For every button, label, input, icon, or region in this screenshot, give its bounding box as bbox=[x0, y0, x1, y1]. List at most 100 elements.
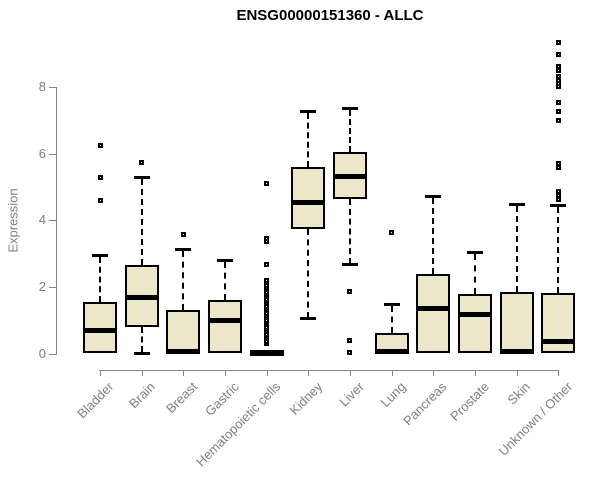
outlier-point-breast bbox=[180, 232, 186, 238]
outlier-point-hematopoietic-cells bbox=[264, 262, 270, 268]
median-line-skin bbox=[499, 349, 534, 355]
median-line-bladder bbox=[83, 328, 117, 334]
y-axis-tick bbox=[49, 353, 56, 355]
x-category-label: Kidney bbox=[286, 379, 325, 418]
box-gastric bbox=[207, 300, 242, 354]
whisker-upper-liver bbox=[348, 109, 351, 153]
x-category-label: Unknown / Other bbox=[495, 379, 575, 459]
whisker-upper-kidney bbox=[307, 112, 310, 168]
median-line-hematopoietic-cells bbox=[249, 350, 284, 355]
whisker-upper-skin bbox=[515, 205, 518, 292]
x-category-label: Skin bbox=[504, 379, 534, 408]
x-axis-tick bbox=[349, 369, 351, 376]
whisker-cap-lower-liver bbox=[341, 263, 358, 267]
outlier-point-unknown-other bbox=[555, 118, 561, 124]
whisker-lower-brain bbox=[140, 326, 143, 353]
box-pancreas bbox=[416, 273, 451, 354]
x-axis-tick bbox=[516, 369, 518, 376]
outlier-point-unknown-other bbox=[555, 196, 561, 202]
outlier-point-unknown-other bbox=[555, 39, 561, 45]
whisker-cap-upper-brain bbox=[133, 176, 150, 180]
outlier-point-unknown-other bbox=[555, 74, 561, 80]
outlier-point-unknown-other bbox=[555, 160, 561, 166]
whisker-upper-bladder bbox=[99, 257, 101, 302]
whisker-cap-upper-pancreas bbox=[425, 194, 442, 198]
median-line-pancreas bbox=[416, 305, 451, 311]
whisker-cap-lower-brain bbox=[133, 351, 150, 355]
box-kidney bbox=[291, 167, 326, 230]
y-tick-label: 4 bbox=[38, 212, 46, 228]
chart-title: ENSG00000151360 - ALLC bbox=[236, 7, 424, 24]
x-axis-tick bbox=[183, 369, 185, 376]
whisker-cap-lower-kidney bbox=[300, 316, 317, 320]
median-line-kidney bbox=[291, 200, 326, 206]
whisker-lower-kidney bbox=[307, 229, 310, 318]
whisker-cap-upper-bladder bbox=[92, 254, 108, 258]
box-prostate bbox=[457, 294, 492, 354]
median-line-lung bbox=[374, 349, 409, 355]
y-axis-tick bbox=[49, 153, 56, 155]
x-category-label: Lung bbox=[377, 379, 409, 411]
outlier-point-hematopoietic-cells bbox=[264, 180, 270, 186]
median-line-unknown-other bbox=[541, 339, 576, 345]
median-line-brain bbox=[124, 295, 159, 301]
whisker-upper-breast bbox=[182, 250, 185, 311]
outlier-point-unknown-other bbox=[555, 99, 561, 105]
x-axis-tick bbox=[433, 369, 435, 376]
box-breast bbox=[166, 310, 201, 354]
outlier-point-unknown-other bbox=[555, 108, 561, 114]
x-category-label: Liver bbox=[336, 379, 367, 410]
y-axis-line bbox=[56, 87, 57, 355]
y-tick-label: 6 bbox=[38, 145, 46, 161]
outlier-point-hematopoietic-cells bbox=[264, 235, 270, 241]
box-bladder bbox=[83, 301, 117, 354]
whisker-upper-lung bbox=[390, 306, 393, 333]
outlier-point-lung bbox=[389, 229, 395, 235]
x-category-label: Brain bbox=[126, 379, 159, 412]
x-category-label: Gastric bbox=[201, 379, 242, 419]
outlier-point-unknown-other bbox=[555, 51, 561, 57]
y-tick-label: 8 bbox=[38, 79, 46, 95]
whisker-cap-upper-prostate bbox=[466, 251, 483, 255]
outlier-point-liver bbox=[347, 289, 353, 295]
x-axis-tick bbox=[141, 369, 143, 376]
whisker-cap-upper-liver bbox=[341, 106, 358, 110]
x-axis-tick bbox=[474, 369, 476, 376]
whisker-upper-unknown-other bbox=[557, 206, 560, 293]
x-category-label: Prostate bbox=[446, 379, 492, 424]
x-category-label: Breast bbox=[162, 379, 200, 417]
whisker-cap-upper-skin bbox=[508, 202, 525, 206]
outlier-point-unknown-other bbox=[555, 164, 561, 170]
box-unknown-other bbox=[541, 292, 576, 354]
y-axis-tick bbox=[49, 220, 56, 222]
outlier-point-brain bbox=[139, 159, 145, 165]
whisker-cap-upper-breast bbox=[175, 247, 192, 251]
x-axis-tick bbox=[308, 369, 310, 376]
y-tick-label: 2 bbox=[38, 278, 46, 294]
x-axis-tick bbox=[558, 369, 560, 376]
outlier-point-hematopoietic-cells bbox=[264, 277, 270, 283]
y-axis-tick bbox=[49, 87, 56, 89]
whisker-upper-pancreas bbox=[432, 197, 435, 274]
whisker-upper-prostate bbox=[473, 254, 476, 295]
x-category-label: Pancreas bbox=[400, 379, 450, 429]
outlier-point-bladder bbox=[97, 174, 103, 180]
median-line-breast bbox=[166, 349, 201, 355]
whisker-cap-upper-kidney bbox=[300, 109, 317, 113]
whisker-cap-upper-unknown-other bbox=[550, 203, 567, 207]
x-category-label: Bladder bbox=[74, 379, 117, 422]
outlier-point-unknown-other bbox=[555, 188, 561, 194]
whisker-upper-brain bbox=[140, 179, 143, 266]
box-skin bbox=[499, 291, 534, 354]
median-line-liver bbox=[332, 173, 367, 179]
outlier-point-liver bbox=[347, 350, 353, 355]
outlier-point-bladder bbox=[97, 197, 103, 203]
x-axis-tick bbox=[224, 369, 226, 376]
outlier-point-liver bbox=[347, 337, 353, 343]
whisker-lower-liver bbox=[348, 198, 351, 265]
x-axis-tick bbox=[391, 369, 393, 376]
outlier-point-bladder bbox=[97, 143, 103, 149]
whisker-upper-gastric bbox=[223, 261, 226, 301]
y-axis-tick bbox=[49, 286, 56, 288]
